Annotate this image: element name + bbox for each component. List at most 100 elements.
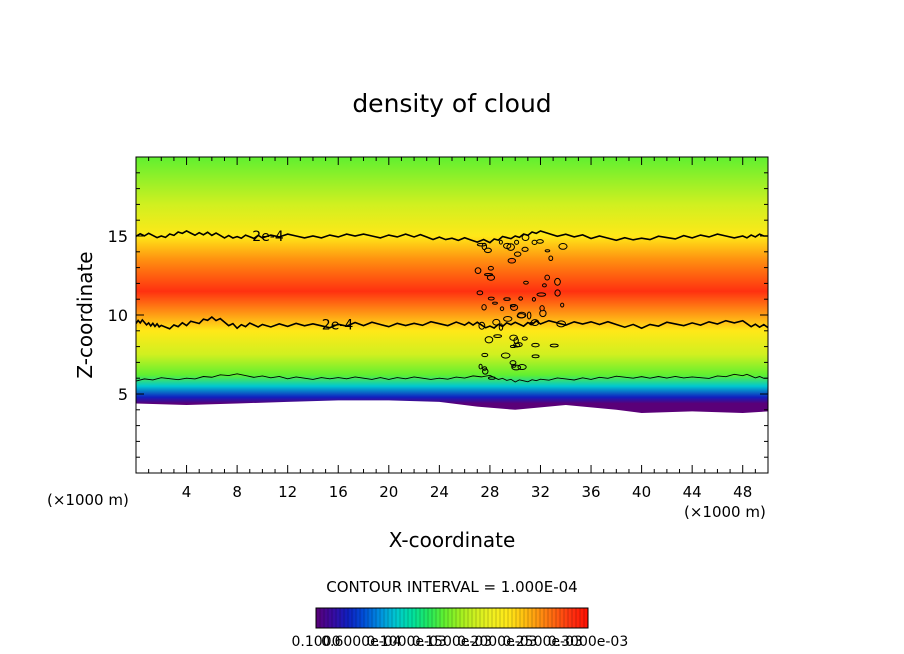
convective-contour <box>518 296 524 301</box>
convective-contour <box>513 337 519 345</box>
colorbar-label: 0.2500e-03 <box>502 634 582 650</box>
convective-contour <box>492 301 498 305</box>
convective-contour <box>531 297 537 302</box>
convective-contour <box>476 290 484 296</box>
colorbar-label: 0.3000e-03 <box>548 634 628 650</box>
convective-contour <box>515 342 523 348</box>
convective-contour <box>521 246 529 252</box>
convective-contour <box>548 255 554 262</box>
convective-contour <box>478 363 483 370</box>
contour-interval-text: CONTOUR INTERVAL = 1.000E-04 <box>326 578 577 596</box>
convective-contour <box>487 376 496 380</box>
x-tick-label: 24 <box>430 483 449 501</box>
convective-contour <box>517 311 527 319</box>
density-field <box>136 157 768 473</box>
convective-contour <box>526 311 532 320</box>
convective-contour <box>482 368 489 375</box>
convective-contour <box>487 265 494 271</box>
convective-contour <box>503 297 511 301</box>
convective-cell-contours <box>474 233 568 380</box>
convective-contour <box>556 320 566 328</box>
colorbar-label: 0.1000 <box>292 634 341 650</box>
colorbar-labels: 0.10000.6000e-040.1000e-030.1500e-030.20… <box>292 634 629 650</box>
x-axis-ticks: 4 8 12 16 20 24 28 32 36 40 44 48 <box>135 157 769 501</box>
contour-labels: 2e-4 2e-4 <box>252 229 354 333</box>
convective-contour <box>486 274 496 281</box>
convective-contour <box>529 321 534 326</box>
convective-contour <box>511 364 522 371</box>
convective-contour <box>483 247 492 254</box>
convective-contour <box>521 233 530 242</box>
x-tick-label: 12 <box>278 483 297 501</box>
convective-contour <box>554 289 561 297</box>
contour-lower-2e-4 <box>136 316 768 330</box>
convective-contour <box>514 239 520 245</box>
convective-contour <box>498 239 503 245</box>
x-tick-label: 36 <box>581 483 600 501</box>
convective-contour <box>544 274 551 281</box>
convective-contour <box>560 302 565 308</box>
convective-contour <box>498 323 504 331</box>
x-tick-label: 4 <box>182 483 192 501</box>
y-tick-label: 10 <box>108 306 128 325</box>
x-tick-label: 28 <box>480 483 499 501</box>
convective-contour <box>549 343 559 348</box>
convective-contour <box>506 243 515 251</box>
convective-contour <box>517 364 527 371</box>
z-unit-label: (×1000 m) <box>47 491 129 509</box>
x-tick-label: 20 <box>379 483 398 501</box>
x-tick-label: 32 <box>531 483 550 501</box>
contour-label: 2e-4 <box>252 229 284 245</box>
convective-contour <box>542 283 547 288</box>
convective-contour <box>478 321 486 330</box>
convective-contour <box>509 303 519 311</box>
colorbar: 0.10000.6000e-040.1000e-030.1500e-030.20… <box>292 607 629 650</box>
contour-1e-4 <box>136 373 768 383</box>
y-axis-ticks: 5 10 15 <box>108 156 768 474</box>
x-axis-label: X-coordinate <box>389 528 516 552</box>
convective-contour <box>536 292 547 297</box>
convective-contour <box>521 336 528 341</box>
y-tick-label: 5 <box>118 385 128 404</box>
colorbar-dividers <box>319 608 585 628</box>
colorbar-label: 0.1000e-03 <box>366 634 446 650</box>
y-tick-label: 15 <box>108 227 128 246</box>
convective-contour <box>484 336 494 344</box>
colorbar-gradient <box>315 607 589 629</box>
colorbar-label: 0.1500e-03 <box>412 634 492 650</box>
contour-upper-2e-4 <box>136 230 768 244</box>
convective-contour <box>531 354 540 359</box>
x-tick-label: 16 <box>329 483 348 501</box>
chart-title: density of cloud <box>352 89 551 118</box>
convective-contour <box>483 273 494 277</box>
x-tick-label: 40 <box>632 483 651 501</box>
convective-contour <box>492 318 501 326</box>
convective-contour <box>523 280 529 285</box>
convective-contour <box>513 251 522 257</box>
convective-contour <box>493 334 503 338</box>
convective-contour <box>509 304 516 308</box>
convective-contour <box>554 277 561 286</box>
convective-contour <box>503 315 513 322</box>
convective-contour <box>482 366 488 371</box>
convective-contour <box>507 257 517 264</box>
x-tick-label: 44 <box>683 483 702 501</box>
convective-contour <box>539 305 545 312</box>
convective-contour <box>511 364 517 368</box>
convective-contour <box>509 344 517 349</box>
convective-contour <box>558 243 568 250</box>
convective-contour <box>536 239 544 244</box>
convective-contour <box>544 249 551 253</box>
x-unit-label: (×1000 m) <box>684 503 766 521</box>
colorbar-label: 0.2000e-03 <box>457 634 537 650</box>
convective-contour <box>500 352 511 359</box>
x-tick-label: 8 <box>232 483 242 501</box>
below-cloud-base-shape <box>136 400 768 473</box>
convective-contour <box>487 296 495 301</box>
contour-label: 2e-4 <box>322 317 354 333</box>
colorbar-label: 0.6000e-04 <box>321 634 402 650</box>
convective-contour <box>474 267 482 275</box>
convective-contour <box>481 304 487 311</box>
convective-contour <box>499 306 505 312</box>
